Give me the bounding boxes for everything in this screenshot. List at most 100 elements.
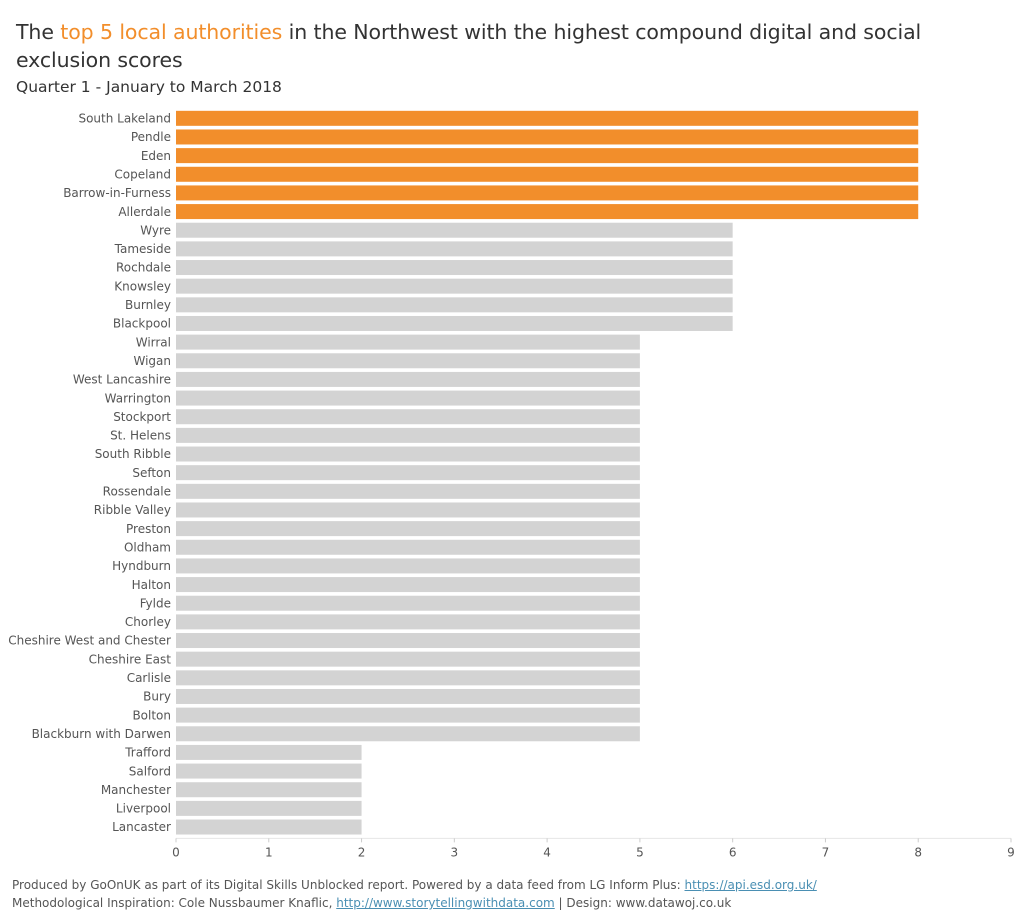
category-label-tameside: Tameside — [114, 242, 171, 256]
footer-line-2: Methodological Inspiration: Cole Nussbau… — [12, 894, 817, 912]
bar-liverpool — [176, 800, 362, 816]
bar-sefton — [176, 465, 640, 481]
category-label-fylde: Fylde — [140, 596, 171, 610]
bar-barrow-in-furness — [176, 185, 919, 201]
x-tick-label-7: 7 — [822, 845, 830, 859]
footer-source-link[interactable]: https://api.esd.org.uk/ — [684, 878, 817, 892]
chart-title: The top 5 local authorities in the North… — [16, 18, 1006, 74]
category-label-cheshire-east: Cheshire East — [89, 652, 172, 666]
category-label-warrington: Warrington — [105, 391, 171, 405]
x-tick-label-1: 1 — [265, 845, 273, 859]
bar-carlisle — [176, 670, 640, 686]
category-label-eden: Eden — [141, 149, 171, 163]
bar-wigan — [176, 353, 640, 369]
x-tick-label-8: 8 — [914, 845, 922, 859]
bars-group — [176, 110, 919, 835]
bar-chart: South Lakeland Pendle Eden Copeland Barrow-i… — [8, 110, 1015, 859]
bar-stockport — [176, 409, 640, 425]
chart-subtitle: Quarter 1 - January to March 2018 — [16, 78, 282, 96]
footer: Produced by GoOnUK as part of its Digita… — [12, 876, 817, 912]
category-label-rochdale: Rochdale — [116, 261, 171, 275]
category-label-preston: Preston — [126, 522, 171, 536]
bar-pendle — [176, 129, 919, 145]
footer-inspiration-link[interactable]: http://www.storytellingwithdata.com — [336, 896, 555, 910]
category-label-knowsley: Knowsley — [114, 279, 171, 293]
bar-rossendale — [176, 483, 640, 499]
category-label-barrow-in-furness: Barrow-in-Furness — [63, 186, 171, 200]
bar-cheshire-west-and-chester — [176, 633, 640, 649]
bar-bury — [176, 688, 640, 704]
category-label-wigan: Wigan — [133, 354, 171, 368]
category-label-bury: Bury — [143, 690, 171, 704]
bar-manchester — [176, 782, 362, 798]
category-label-rossendale: Rossendale — [103, 485, 171, 499]
bar-knowsley — [176, 278, 733, 294]
category-label-oldham: Oldham — [124, 540, 171, 554]
footer-design-text: | Design: www.datawoj.co.uk — [554, 896, 732, 910]
category-label-blackpool: Blackpool — [113, 317, 171, 331]
category-label-bolton: Bolton — [132, 708, 171, 722]
bar-burnley — [176, 297, 733, 313]
x-tick-label-5: 5 — [636, 845, 644, 859]
x-tick-label-2: 2 — [358, 845, 366, 859]
bar-eden — [176, 148, 919, 164]
title-highlight: top 5 local authorities — [60, 20, 283, 44]
category-label-st-helens: St. Helens — [110, 429, 171, 443]
category-label-west-lancashire: West Lancashire — [73, 373, 171, 387]
category-label-ribble-valley: Ribble Valley — [94, 503, 171, 517]
x-tick-label-4: 4 — [543, 845, 551, 859]
category-label-trafford: Trafford — [124, 746, 171, 760]
category-label-burnley: Burnley — [125, 298, 171, 312]
category-label-south-ribble: South Ribble — [95, 447, 171, 461]
category-label-chorley: Chorley — [125, 615, 171, 629]
bar-wyre — [176, 222, 733, 238]
bar-hyndburn — [176, 558, 640, 574]
category-label-wirral: Wirral — [136, 335, 171, 349]
footer-line-1: Produced by GoOnUK as part of its Digita… — [12, 876, 817, 894]
bar-south-ribble — [176, 446, 640, 462]
category-label-lancaster: Lancaster — [112, 820, 171, 834]
category-label-allerdale: Allerdale — [118, 205, 171, 219]
x-tick-label-9: 9 — [1007, 845, 1015, 859]
bar-cheshire-east — [176, 651, 640, 667]
category-label-hyndburn: Hyndburn — [112, 559, 171, 573]
category-label-salford: Salford — [129, 764, 171, 778]
bar-wirral — [176, 334, 640, 350]
bar-south-lakeland — [176, 110, 919, 126]
bar-tameside — [176, 241, 733, 257]
category-label-halton: Halton — [132, 578, 171, 592]
bar-st-helens — [176, 427, 640, 443]
title-prefix: The — [16, 20, 61, 44]
bar-blackpool — [176, 315, 733, 331]
bar-chorley — [176, 614, 640, 630]
bar-fylde — [176, 595, 640, 611]
bar-salford — [176, 763, 362, 779]
footer-source-text: Produced by GoOnUK as part of its Digita… — [12, 878, 685, 892]
bar-copeland — [176, 166, 919, 182]
bar-oldham — [176, 539, 640, 555]
bar-west-lancashire — [176, 371, 640, 387]
bar-halton — [176, 577, 640, 593]
category-label-cheshire-west-and-chester: Cheshire West and Chester — [8, 634, 171, 648]
category-labels-group: South Lakeland Pendle Eden Copeland Barrow-i… — [8, 112, 171, 835]
x-ticks-group: 0 1 2 3 4 5 6 7 8 9 — [172, 838, 1015, 859]
x-tick-label-3: 3 — [451, 845, 459, 859]
category-label-copeland: Copeland — [114, 167, 171, 181]
bar-allerdale — [176, 204, 919, 220]
bar-warrington — [176, 390, 640, 406]
bar-rochdale — [176, 260, 733, 276]
title-suffix: in the Northwest with the highest compou… — [16, 20, 922, 72]
bar-bolton — [176, 707, 640, 723]
category-label-wyre: Wyre — [140, 223, 171, 237]
category-label-south-lakeland: South Lakeland — [78, 112, 171, 126]
category-label-manchester: Manchester — [101, 783, 171, 797]
category-label-stockport: Stockport — [113, 410, 171, 424]
x-tick-label-6: 6 — [729, 845, 737, 859]
bar-ribble-valley — [176, 502, 640, 518]
bar-trafford — [176, 744, 362, 760]
category-label-sefton: Sefton — [132, 466, 171, 480]
category-label-blackburn-with-darwen: Blackburn with Darwen — [32, 727, 171, 741]
bar-lancaster — [176, 819, 362, 835]
bar-preston — [176, 521, 640, 537]
category-label-carlisle: Carlisle — [127, 671, 171, 685]
